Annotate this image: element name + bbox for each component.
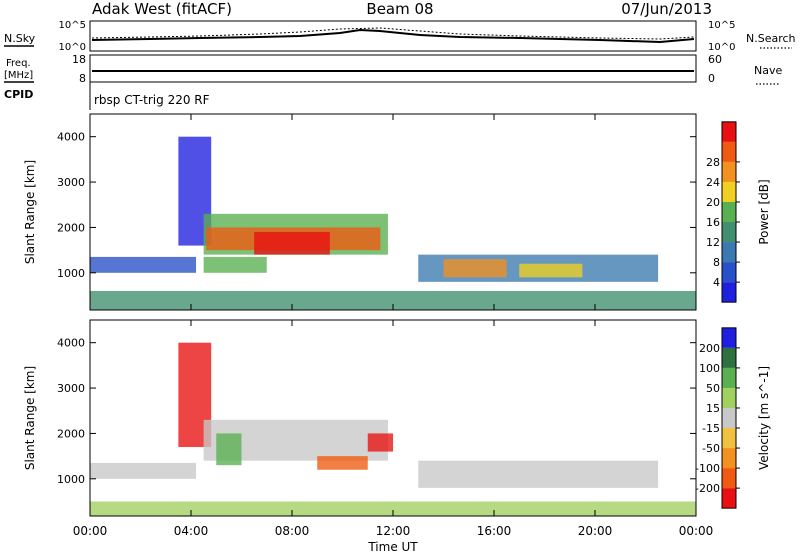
velocity-region [216,433,242,466]
velocity-region [90,501,696,516]
power-region [90,256,197,273]
time-tick-label: 04:00 [174,524,209,538]
power-data [90,136,696,310]
power-region [443,259,507,278]
nave-tick-bottom: 0 [708,72,715,85]
power-ytick-label: 4000 [57,131,85,144]
power-colorbar-tick: 8 [713,256,720,269]
velocity-colorbar-segment [722,347,736,368]
freq-tick-top: 18 [72,53,86,66]
power-colorbar-segment [722,181,736,202]
velocity-colorbar-label: Velocity [m s^-1] [757,366,771,470]
velocity-region [317,456,368,470]
velocity-ylabel: Slant Range [km] [23,366,37,470]
velocity-data [90,342,696,516]
time-axis-label: Time UT [367,540,418,554]
cpid-panel: CPID rbsp CT-trig 220 RF [4,82,210,110]
power-ytick-label: 3000 [57,176,85,189]
velocity-colorbar-segment [722,448,736,469]
cpid-label: CPID [4,88,33,101]
nsky-line [91,28,695,44]
power-colorbar-tick: 12 [706,236,720,249]
power-colorbar-segment [722,141,736,162]
velocity-region [418,460,659,488]
velocity-colorbar-tick: 100 [699,362,720,375]
velocity-panel: 1000 2000 3000 4000 Slant Range [km] -200 -1… [23,319,771,517]
velocity-colorbar-segment [722,428,736,449]
freq-unit: [MHz] [4,70,33,81]
time-tick-label: 20:00 [578,524,613,538]
noise-tick-right-bottom: 10^0 [708,42,735,53]
cpid-value: rbsp CT-trig 220 RF [94,93,210,107]
power-colorbar-segment [722,222,736,243]
time-tick-label: 00:00 [679,524,714,538]
nave-label: Nave [754,64,782,77]
velocity-region [90,462,197,479]
power-colorbar-tick: 16 [706,216,720,229]
velocity-colorbar-tick: 200 [699,342,720,355]
power-region [203,256,267,273]
velocity-colorbar-segment [722,488,736,509]
power-colorbar-segment [722,161,736,182]
power-colorbar-segment [722,282,736,303]
freq-label: Freq. [6,58,31,69]
velocity-colorbar-tick: -50 [702,442,720,455]
power-colorbar-segment [722,121,736,142]
nsearch-label: N.Search [746,32,796,45]
power-colorbar-tick: 4 [713,276,720,289]
velocity-colorbar-tick: -15 [702,422,720,435]
power-ytick-label: 1000 [57,267,85,280]
power-colorbar-tick: 28 [706,156,720,169]
velocity-ytick-label: 1000 [57,473,85,486]
power-region [90,290,696,310]
velocity-ytick-label: 3000 [57,382,85,395]
power-region [519,263,583,278]
velocity-colorbar-tick: -100 [695,462,720,475]
frequency-panel: Freq. [MHz] 18 8 60 0 Nave [4,53,782,85]
beam-label: Beam 08 [366,0,433,18]
nsearch-line [91,27,695,40]
power-colorbar-label: Power [dB] [757,179,771,244]
velocity-region [367,433,393,452]
velocity-ytick-label: 2000 [57,427,85,440]
power-colorbar-tick: 24 [706,176,720,189]
time-tick-label: 08:00 [275,524,310,538]
radar-title: Adak West (fitACF) [92,0,232,18]
power-ytick-label: 2000 [57,221,85,234]
power-colorbar-segment [722,262,736,283]
noise-tick-left-top: 10^5 [59,20,86,31]
power-region [254,231,330,255]
velocity-ytick-label: 4000 [57,337,85,350]
velocity-colorbar-tick: 15 [706,402,720,415]
velocity-colorbar-tick: -200 [695,482,720,495]
time-axis: 00:00 04:00 08:00 12:00 16:00 20:00 00:00 [73,114,714,538]
time-tick-label: 00:00 [73,524,108,538]
power-colorbar-segment [722,201,736,223]
date-label: 07/Jun/2013 [621,0,712,18]
power-colorbar-tick: 20 [706,196,720,209]
power-ylabel: Slant Range [km] [23,160,37,264]
power-colorbar-segment [722,242,736,263]
noise-tick-left-bottom: 10^0 [59,42,86,53]
time-tick-label: 12:00 [376,524,411,538]
velocity-colorbar-segment [722,327,736,348]
noise-tick-right-top: 10^5 [708,20,735,31]
velocity-colorbar-segment [722,407,736,429]
nsky-label: N.Sky [4,32,36,45]
nave-tick-top: 60 [708,53,722,66]
noise-panel: N.Sky 10^5 10^0 10^5 10^0 N.Search [4,20,796,53]
power-panel: 1000 2000 3000 4000 Slant Range [km] 4 8 12 16… [23,113,771,311]
velocity-colorbar-segment [722,367,736,388]
velocity-colorbar-segment [722,387,736,408]
velocity-colorbar-segment [722,468,736,489]
time-tick-label: 16:00 [477,524,512,538]
freq-tick-bottom: 8 [79,72,86,85]
velocity-colorbar-tick: 50 [706,382,720,395]
